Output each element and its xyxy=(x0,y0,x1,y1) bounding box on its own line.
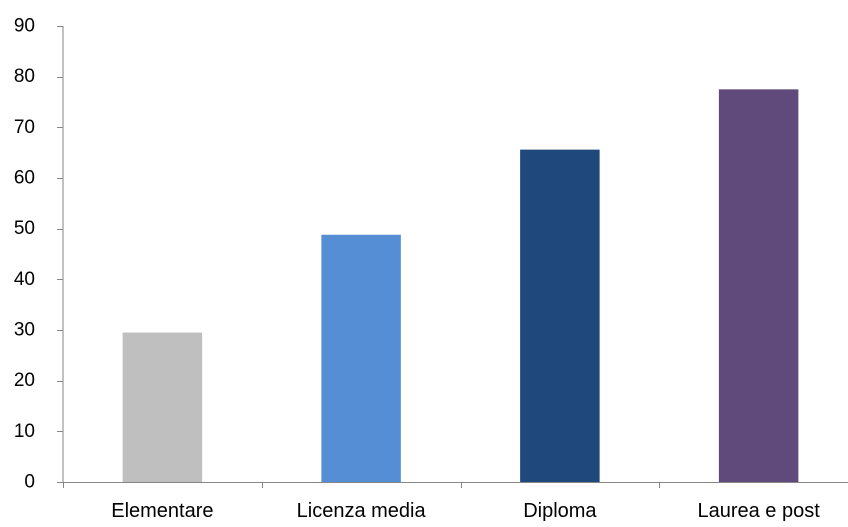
x-tick-label: Diploma xyxy=(523,500,597,522)
x-tick-label: Laurea e post xyxy=(697,500,820,522)
y-tick-label: 70 xyxy=(14,117,35,138)
y-axis: 0 10 20 30 40 50 60 70 80 90 xyxy=(14,16,64,493)
y-tick-label: 0 xyxy=(24,472,35,493)
bars xyxy=(122,89,799,483)
x-axis: Elementare Licenza media Diploma Laurea e p… xyxy=(63,482,848,522)
y-tick-label: 10 xyxy=(14,421,35,442)
y-tick-label: 60 xyxy=(14,168,35,189)
x-tick-label: Elementare xyxy=(111,500,213,522)
y-tick-label: 30 xyxy=(14,320,35,341)
y-tick-label: 20 xyxy=(14,370,35,391)
y-tick-label: 90 xyxy=(14,16,35,37)
bar xyxy=(718,89,799,482)
bar xyxy=(321,234,401,482)
y-tick-label: 40 xyxy=(14,269,35,290)
bar xyxy=(520,149,600,483)
bar xyxy=(122,332,203,482)
x-tick-label: Licenza media xyxy=(297,500,427,522)
y-tick-label: 80 xyxy=(14,66,35,87)
y-tick-label: 50 xyxy=(14,218,35,239)
